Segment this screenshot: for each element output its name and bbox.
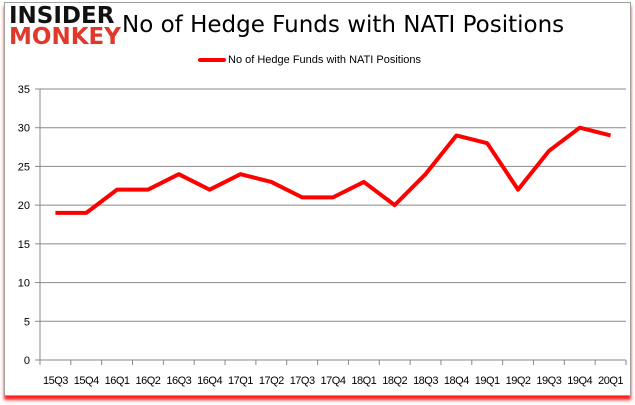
y-tick-label: 10: [18, 278, 30, 290]
y-tick-label: 15: [18, 239, 30, 251]
y-tick-label: 5: [24, 316, 30, 328]
x-tick-label: 17Q3: [290, 375, 315, 387]
x-tick-label: 16Q1: [105, 375, 130, 387]
x-tick-label: 15Q3: [43, 375, 68, 387]
y-tick-label: 0: [24, 355, 30, 367]
y-tick-label: 35: [18, 84, 30, 96]
x-tick-label: 16Q3: [166, 375, 191, 387]
x-tick-label: 19Q1: [475, 375, 500, 387]
x-tick-label: 17Q4: [321, 375, 346, 387]
series-line: [55, 125, 612, 215]
x-tick-label: 20Q1: [598, 375, 623, 387]
x-tick-label: 18Q3: [413, 375, 438, 387]
legend-label: No of Hedge Funds with NATI Positions: [228, 54, 421, 66]
x-tick-label: 19Q4: [567, 375, 592, 387]
x-tick-label: 15Q4: [74, 375, 99, 387]
legend-swatch: [198, 58, 226, 62]
x-tick-label: 17Q2: [259, 375, 284, 387]
x-tick-label: 17Q1: [228, 375, 253, 387]
logo-line1: INSIDER: [9, 3, 115, 29]
x-tick-label: 18Q1: [351, 375, 376, 387]
y-tick-label: 30: [18, 123, 30, 135]
x-tick-label: 16Q4: [197, 375, 222, 387]
logo-line2: MONKEY: [9, 24, 121, 50]
x-tick-label: 16Q2: [135, 375, 160, 387]
insider-monkey-logo: INSIDER MONKEY: [9, 3, 121, 50]
legend: No of Hedge Funds with NATI Positions: [198, 54, 421, 66]
x-tick-label: 18Q2: [382, 375, 407, 387]
x-tick-label: 19Q3: [536, 375, 561, 387]
y-tick-label: 25: [18, 161, 30, 173]
x-tick-label: 18Q4: [444, 375, 469, 387]
x-tick-label: 19Q2: [506, 375, 531, 387]
chart-title: No of Hedge Funds with NATI Positions: [122, 12, 565, 38]
y-tick-label: 20: [18, 200, 30, 212]
